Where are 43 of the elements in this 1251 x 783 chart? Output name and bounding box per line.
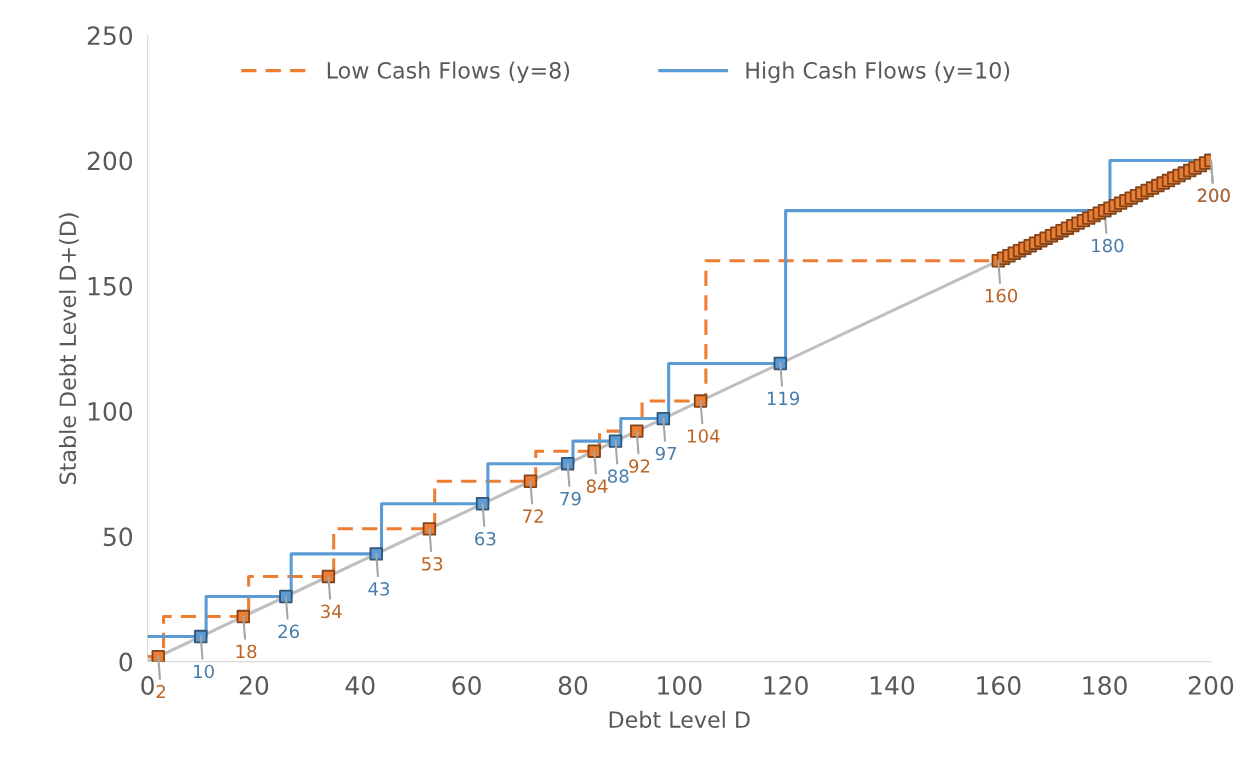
data-label: 43 bbox=[368, 581, 390, 596]
data-label: 180 bbox=[1092, 238, 1124, 253]
x-tick-label: 40 bbox=[345, 675, 375, 695]
y-tick-label: 250 bbox=[87, 26, 133, 46]
x-tick-label: 180 bbox=[1083, 675, 1127, 695]
data-label: 92 bbox=[629, 459, 650, 473]
data-label: 26 bbox=[278, 624, 299, 639]
x-tick-label: 0 bbox=[141, 675, 154, 695]
data-label: 200 bbox=[1197, 188, 1230, 203]
x-tick-label: 100 bbox=[658, 675, 702, 695]
x-tick-label: 20 bbox=[239, 675, 269, 695]
data-label: 104 bbox=[688, 429, 720, 443]
y-tick-label: 0 bbox=[119, 652, 133, 672]
x-tick-label: 80 bbox=[558, 675, 588, 695]
data-label: 79 bbox=[560, 491, 581, 506]
x-tick-label: 200 bbox=[1188, 675, 1234, 695]
y-tick-label: 150 bbox=[88, 276, 133, 296]
data-label: 10 bbox=[194, 664, 214, 679]
point bbox=[693, 394, 708, 408]
point bbox=[630, 424, 644, 438]
data-label: 88 bbox=[608, 469, 629, 483]
data-label: 18 bbox=[236, 644, 257, 659]
legend-label: High Cash Flows (y=10) bbox=[746, 61, 1010, 84]
data-label: 84 bbox=[586, 479, 608, 493]
data-label: 53 bbox=[422, 556, 443, 571]
x-axis-title: Debt Level D bbox=[609, 710, 750, 729]
data-label: 2 bbox=[156, 684, 165, 699]
y-tick-label: 50 bbox=[103, 527, 133, 547]
data-label: 119 bbox=[767, 391, 800, 406]
data-label: 72 bbox=[523, 509, 543, 523]
y-tick-label: 200 bbox=[87, 151, 133, 171]
data-label: 63 bbox=[475, 531, 496, 546]
x-tick-label: 60 bbox=[452, 675, 481, 695]
x-tick-label: 160 bbox=[977, 675, 1021, 695]
y-axis-title: Stable Debt Level D+(D) bbox=[58, 213, 79, 484]
y-tick-label: 100 bbox=[88, 402, 133, 421]
point bbox=[279, 589, 293, 604]
data-label: 160 bbox=[985, 288, 1018, 303]
data-label: 97 bbox=[655, 446, 677, 461]
data-label: 34 bbox=[321, 604, 342, 619]
x-tick-label: 140 bbox=[870, 675, 915, 695]
x-tick-label: 120 bbox=[764, 675, 808, 695]
legend-label: Low Cash Flows (y=8) bbox=[327, 61, 570, 84]
